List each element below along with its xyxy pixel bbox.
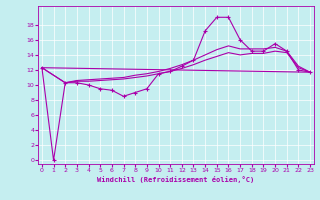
X-axis label: Windchill (Refroidissement éolien,°C): Windchill (Refroidissement éolien,°C) bbox=[97, 176, 255, 183]
